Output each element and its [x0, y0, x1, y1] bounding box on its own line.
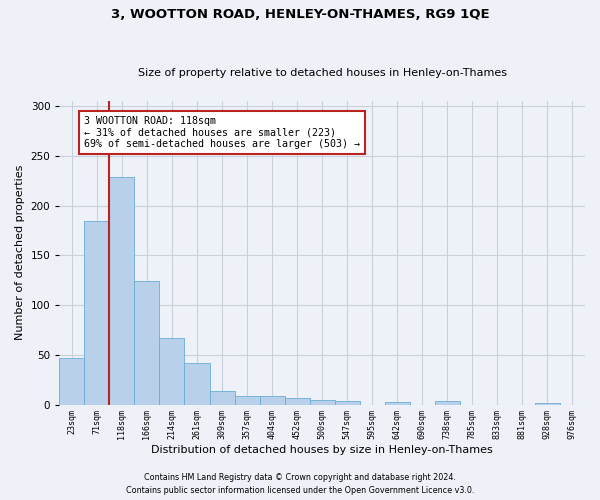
X-axis label: Distribution of detached houses by size in Henley-on-Thames: Distribution of detached houses by size … [151, 445, 493, 455]
Title: Size of property relative to detached houses in Henley-on-Thames: Size of property relative to detached ho… [137, 68, 506, 78]
Bar [435, 400, 460, 404]
Bar [160, 338, 184, 404]
Text: 3, WOOTTON ROAD, HENLEY-ON-THAMES, RG9 1QE: 3, WOOTTON ROAD, HENLEY-ON-THAMES, RG9 1… [110, 8, 490, 20]
Text: Contains HM Land Registry data © Crown copyright and database right 2024.
Contai: Contains HM Land Registry data © Crown c… [126, 474, 474, 495]
Bar [134, 281, 160, 404]
Bar [284, 398, 310, 404]
Bar [310, 400, 335, 404]
Bar [209, 390, 235, 404]
Y-axis label: Number of detached properties: Number of detached properties [15, 165, 25, 340]
Bar [85, 222, 109, 404]
Bar [260, 396, 284, 404]
Text: 3 WOOTTON ROAD: 118sqm
← 31% of detached houses are smaller (223)
69% of semi-de: 3 WOOTTON ROAD: 118sqm ← 31% of detached… [85, 116, 361, 149]
Bar [235, 396, 260, 404]
Bar [385, 402, 410, 404]
Bar [184, 363, 209, 405]
Bar [535, 402, 560, 404]
Bar [59, 358, 85, 405]
Bar [335, 400, 360, 404]
Bar [109, 176, 134, 404]
